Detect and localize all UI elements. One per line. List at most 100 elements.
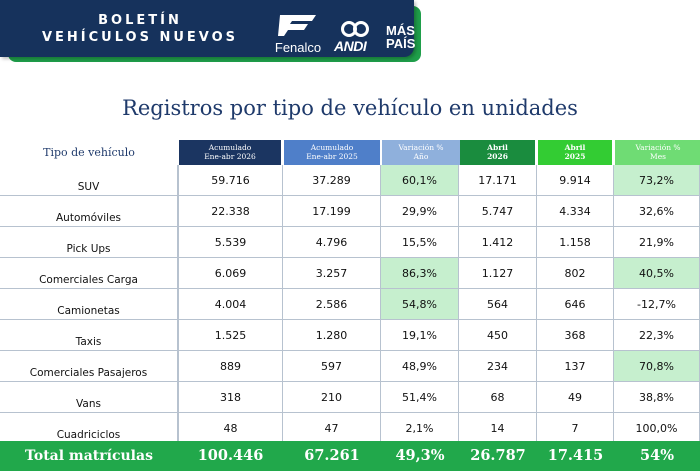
table-row: Pick Ups 5.539 4.796 15,5% 1.412 1.158 21,9% xyxy=(0,227,700,258)
column-header-line1: Variación % xyxy=(635,143,681,152)
table-cell: 37.289 xyxy=(283,165,381,196)
table-cell: 210 xyxy=(283,382,381,413)
table-cell: 29,9% xyxy=(381,196,459,227)
column-header-line2: 2026 xyxy=(487,152,508,161)
table-cell: 450 xyxy=(459,320,537,351)
table-cell: 564 xyxy=(459,289,537,320)
table-cell: 889 xyxy=(178,351,283,382)
table-cell: 54,8% xyxy=(381,289,459,320)
row-label: Pick Ups xyxy=(0,227,178,258)
column-header-line2: Año xyxy=(413,152,429,161)
table-cell: 2,1% xyxy=(381,413,459,444)
table-cell: 100,0% xyxy=(614,413,700,444)
table-cell: 646 xyxy=(537,289,614,320)
total-cell: 54% xyxy=(640,447,674,464)
table-row: Vans 318 210 51,4% 68 49 38,8% xyxy=(0,382,700,413)
table-cell: 5.747 xyxy=(459,196,537,227)
maspais-line2: PAÍS xyxy=(386,36,416,51)
table-cell: 1.158 xyxy=(537,227,614,258)
table-row: Comerciales Pasajeros 889 597 48,9% 234 137 70… xyxy=(0,351,700,382)
table-cell: 6.069 xyxy=(178,258,283,289)
maspais-line1: MÁS xyxy=(386,23,415,38)
table-cell: 4.334 xyxy=(537,196,614,227)
table-cell: 60,1% xyxy=(381,165,459,196)
column-header-5: Abril 2025 xyxy=(538,140,612,165)
bulletin-title-line1: BOLETÍN xyxy=(98,13,182,28)
table-cell: -12,7% xyxy=(614,289,700,320)
fenalco-logo-text: Fenalco xyxy=(274,40,322,55)
row-label: Camionetas xyxy=(0,289,178,320)
column-header-line2: 2025 xyxy=(564,152,586,161)
table-cell: 22,3% xyxy=(614,320,700,351)
table-row: Automóviles 22.338 17.199 29,9% 5.747 4.334 32… xyxy=(0,196,700,227)
table-cell: 1.127 xyxy=(459,258,537,289)
table-cell: 4.796 xyxy=(283,227,381,258)
row-label: Taxis xyxy=(0,320,178,351)
total-row: Total matrículas 100.446 67.261 49,3% 26.78… xyxy=(0,441,700,471)
column-header-line2: Ene-abr 2026 xyxy=(204,152,256,161)
row-label: Cuadriciclos xyxy=(0,413,178,444)
table-cell: 9.914 xyxy=(537,165,614,196)
column-header-line1: Abril xyxy=(487,143,508,152)
column-header-6: Variación % Mes xyxy=(615,140,700,165)
table-cell: 68 xyxy=(459,382,537,413)
column-header-4: Abril 2026 xyxy=(460,140,535,165)
total-cell: 17.415 xyxy=(547,447,604,464)
row-label: Comerciales Pasajeros xyxy=(0,351,178,382)
header-banner: BOLETÍN VEHÍCULOS NUEVOS Fenalco ANDI MÁ… xyxy=(0,0,422,62)
table-cell: 86,3% xyxy=(381,258,459,289)
table-cell: 14 xyxy=(459,413,537,444)
table-cell: 137 xyxy=(537,351,614,382)
bulletin-title: BOLETÍN VEHÍCULOS NUEVOS xyxy=(30,12,250,46)
table-row: Comerciales Carga 6.069 3.257 86,3% 1.127 802… xyxy=(0,258,700,289)
column-header-line2: Ene-abr 2025 xyxy=(306,152,358,161)
table-cell: 22.338 xyxy=(178,196,283,227)
column-header-1: Acumulado Ene-abr 2026 xyxy=(179,140,281,165)
table-cell: 49 xyxy=(537,382,614,413)
table-cell: 597 xyxy=(283,351,381,382)
total-label: Total matrículas xyxy=(25,448,153,464)
table-cell: 2.586 xyxy=(283,289,381,320)
table-cell: 17.171 xyxy=(459,165,537,196)
table-cell: 48,9% xyxy=(381,351,459,382)
bulletin-title-line2: VEHÍCULOS NUEVOS xyxy=(41,30,239,45)
table-cell: 70,8% xyxy=(614,351,700,382)
fenalco-logo: Fenalco xyxy=(268,12,328,56)
banner-navy-panel: BOLETÍN VEHÍCULOS NUEVOS xyxy=(0,0,414,57)
andi-logo: ANDI xyxy=(334,20,378,56)
table-row: Taxis 1.525 1.280 19,1% 450 368 22,3% xyxy=(0,320,700,351)
table-cell: 59.716 xyxy=(178,165,283,196)
column-header-line1: Abril xyxy=(564,143,586,152)
andi-logo-text: ANDI xyxy=(334,38,367,54)
total-cell: 67.261 xyxy=(304,447,360,464)
table-cell: 1.525 xyxy=(178,320,283,351)
table-cell: 234 xyxy=(459,351,537,382)
fenalco-mark-icon xyxy=(278,15,316,36)
row-label: Vans xyxy=(0,382,178,413)
andi-mark-icon xyxy=(341,21,369,37)
column-header-line1: Acumulado xyxy=(310,143,354,152)
total-cell: 26.787 xyxy=(470,447,526,464)
table-cell: 7 xyxy=(537,413,614,444)
column-header-line1: Variación % xyxy=(398,143,444,152)
table-row: Cuadriciclos 48 47 2,1% 14 7 100,0% xyxy=(0,413,700,444)
table-cell: 15,5% xyxy=(381,227,459,258)
table-cell: 4.004 xyxy=(178,289,283,320)
total-cell: 100.446 xyxy=(197,447,264,464)
table-cell: 48 xyxy=(178,413,283,444)
table-cell: 17.199 xyxy=(283,196,381,227)
table-cell: 51,4% xyxy=(381,382,459,413)
table-cell: 40,5% xyxy=(614,258,700,289)
table-cell: 318 xyxy=(178,382,283,413)
maspais-logo: MÁS PAÍS xyxy=(386,24,422,50)
table-cell: 802 xyxy=(537,258,614,289)
column-header-3: Variación % Año xyxy=(382,140,460,165)
row-label: Comerciales Carga xyxy=(0,258,178,289)
column-header-line1: Acumulado xyxy=(208,143,252,152)
column-header-2: Acumulado Ene-abr 2025 xyxy=(284,140,380,165)
table-cell: 5.539 xyxy=(178,227,283,258)
table-cell: 3.257 xyxy=(283,258,381,289)
table-cell: 47 xyxy=(283,413,381,444)
table-row: Camionetas 4.004 2.586 54,8% 564 646 -12,7% xyxy=(0,289,700,320)
table-cell: 19,1% xyxy=(381,320,459,351)
